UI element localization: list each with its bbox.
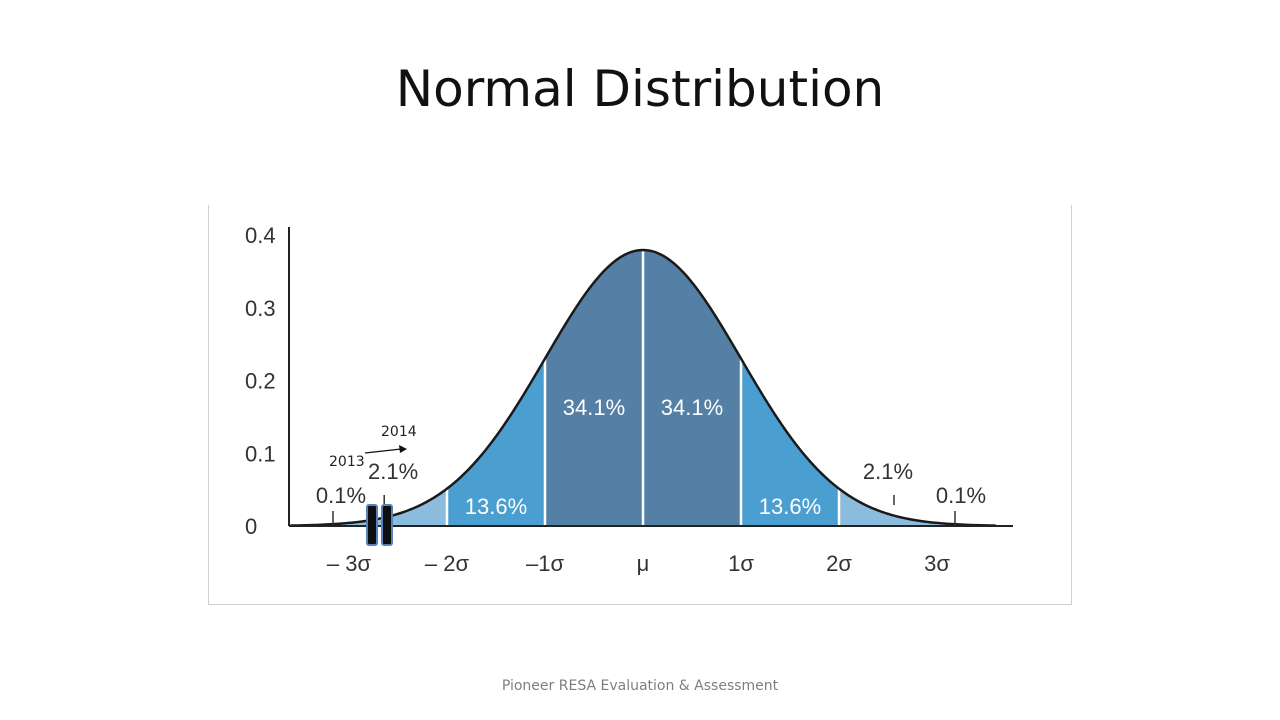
y-tick-label: 0.3 bbox=[245, 296, 276, 321]
x-tick-label: – 3σ bbox=[327, 551, 372, 576]
x-tick-label: 3σ bbox=[924, 551, 950, 576]
page-title: Normal Distribution bbox=[395, 60, 885, 118]
x-tick-label: 1σ bbox=[728, 551, 754, 576]
region-3 bbox=[545, 250, 643, 526]
y-tick-label: 0.2 bbox=[245, 369, 276, 394]
region-percent-label: 13.6% bbox=[759, 494, 821, 519]
region-percent-label: 13.6% bbox=[465, 494, 527, 519]
x-tick-label: –1σ bbox=[526, 551, 564, 576]
year-label-2013: 2013 bbox=[329, 454, 365, 470]
region-percent-label: 34.1% bbox=[661, 395, 723, 420]
region-percent-label: 2.1% bbox=[368, 459, 418, 484]
normal-distribution-chart: 0 0.1 0.2 0.3 0.4 – 3σ – 2σ –1σ μ 1σ 2σ 3σ 2.1% 13.6%… bbox=[245, 223, 1013, 576]
x-tick-label: μ bbox=[637, 551, 650, 576]
trend-arrow-head bbox=[399, 445, 407, 453]
y-tick-label: 0 bbox=[245, 514, 257, 539]
chart-area: 0 0.1 0.2 0.3 0.4 – 3σ – 2σ –1σ μ 1σ 2σ 3σ 2.1% 13.6%… bbox=[208, 205, 1072, 605]
year-label-2014: 2014 bbox=[381, 424, 417, 440]
year-marker-2013 bbox=[366, 504, 378, 546]
x-tick-label: 2σ bbox=[826, 551, 852, 576]
x-tick-label: – 2σ bbox=[425, 551, 470, 576]
tail-percent-label: 0.1% bbox=[316, 483, 366, 508]
y-tick-label: 0.1 bbox=[245, 441, 276, 466]
region-1 bbox=[349, 488, 447, 526]
region-percent-label: 34.1% bbox=[563, 395, 625, 420]
trend-arrow-line bbox=[364, 448, 402, 454]
region-6 bbox=[839, 488, 937, 526]
region-4 bbox=[643, 250, 741, 526]
y-tick-label: 0.4 bbox=[245, 223, 276, 248]
year-marker-2014 bbox=[381, 504, 393, 546]
tail-percent-label: 0.1% bbox=[936, 483, 986, 508]
distribution-curve bbox=[290, 248, 996, 527]
region-percent-label: 2.1% bbox=[863, 459, 913, 484]
footer-text: Pioneer RESA Evaluation & Assessment bbox=[501, 678, 779, 694]
